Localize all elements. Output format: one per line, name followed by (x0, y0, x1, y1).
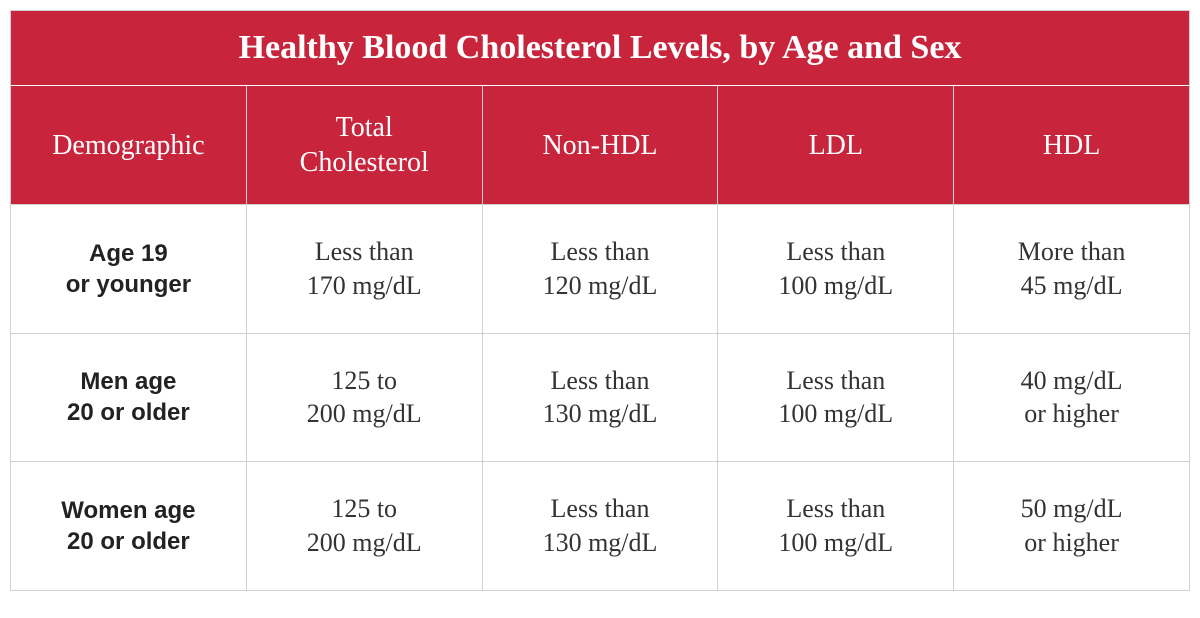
cell-nonhdl: Less than130 mg/dL (483, 334, 719, 462)
table-row: Women age20 or older 125 to200 mg/dL Les… (11, 461, 1189, 590)
cell-nonhdl: Less than120 mg/dL (483, 205, 719, 333)
cell-total: Less than170 mg/dL (247, 205, 483, 333)
col-ldl: LDL (718, 86, 954, 204)
cell-hdl: More than45 mg/dL (954, 205, 1189, 333)
col-hdl: HDL (954, 86, 1189, 204)
cell-hdl: 40 mg/dLor higher (954, 334, 1189, 462)
cell-hdl: 50 mg/dLor higher (954, 462, 1189, 590)
table-row: Age 19or younger Less than170 mg/dL Less… (11, 204, 1189, 333)
col-non-hdl: Non-HDL (483, 86, 719, 204)
col-demographic: Demographic (11, 86, 247, 204)
table-title: Healthy Blood Cholesterol Levels, by Age… (11, 11, 1189, 86)
cell-nonhdl: Less than130 mg/dL (483, 462, 719, 590)
cell-ldl: Less than100 mg/dL (718, 462, 954, 590)
table-header-row: Demographic TotalCholesterol Non-HDL LDL… (11, 86, 1189, 204)
cell-demographic: Women age20 or older (11, 462, 247, 590)
cell-total: 125 to200 mg/dL (247, 334, 483, 462)
cell-demographic: Age 19or younger (11, 205, 247, 333)
cell-ldl: Less than100 mg/dL (718, 334, 954, 462)
cell-demographic: Men age20 or older (11, 334, 247, 462)
cell-total: 125 to200 mg/dL (247, 462, 483, 590)
cholesterol-table: Healthy Blood Cholesterol Levels, by Age… (10, 10, 1190, 591)
table-row: Men age20 or older 125 to200 mg/dL Less … (11, 333, 1189, 462)
col-total-cholesterol: TotalCholesterol (247, 86, 483, 204)
cell-ldl: Less than100 mg/dL (718, 205, 954, 333)
